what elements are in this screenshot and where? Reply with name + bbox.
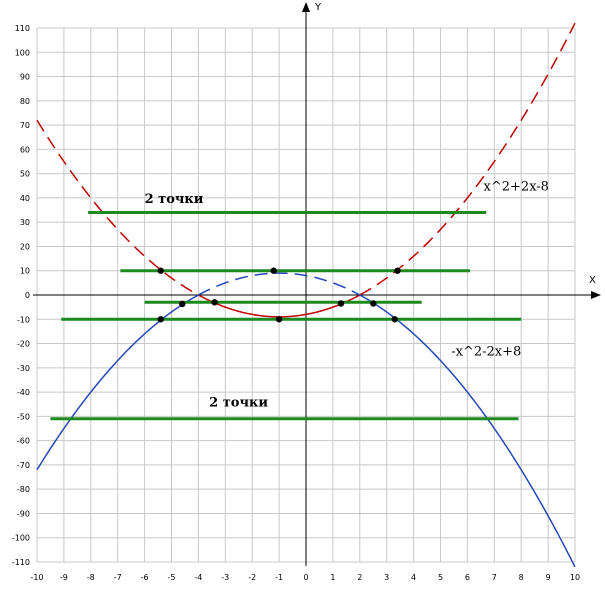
x-tick-label: 5 [438,573,443,582]
annotations: 2 точки x^2+2x-8 -x^2-2x+8 2 точки [145,180,549,411]
y-tick-label: 60 [20,145,30,154]
x-axis-arrow-icon [591,291,601,299]
y-tick-label: -10 [17,315,30,324]
y-tick-label: 20 [20,242,30,251]
intersection-point [370,300,377,307]
axes: X Y [33,2,601,566]
x-tick-label: -6 [141,573,149,582]
x-tick-label: 1 [330,573,335,582]
y-tick-label: 30 [20,218,30,227]
y-tick-label: 80 [20,97,30,106]
y-tick-label: 40 [20,194,30,203]
x-tick-label: 9 [546,573,551,582]
x-tick-label: -5 [168,573,176,582]
horizontal-lines [50,210,522,421]
tick-labels: 1101009080706050403020100-10-20-30-40-50… [12,24,580,582]
intersection-point [270,267,277,274]
x-tick-label: 10 [570,573,580,582]
y-tick-label: -50 [17,412,30,421]
x-tick-label: -7 [114,573,122,582]
x-tick-label: -2 [248,573,256,582]
x-tick-label: -3 [221,573,229,582]
x-tick-label: -10 [30,573,43,582]
y-tick-label: 90 [20,73,30,82]
blue-curve-solid-left [36,294,199,471]
y-tick-label: 100 [15,48,30,57]
intersection-point [179,300,186,308]
x-tick-label: -9 [60,573,68,582]
intersection-point [394,267,401,274]
intersection-point [211,299,218,306]
y-tick-label: -70 [17,461,30,470]
y-tick-label: -40 [17,388,30,397]
intersection-point [391,316,398,323]
annotation-top-two-points: 2 точки [145,192,204,207]
y-tick-label: 110 [15,24,30,33]
x-tick-label: -1 [275,573,283,582]
y-tick-label: -20 [17,340,30,349]
intersection-point [157,267,164,274]
y-tick-label: -30 [17,364,30,373]
annotation-blue-curve-label: -x^2-2x+8 [451,345,521,360]
y-tick-label: 0 [25,291,30,300]
y-tick-label: 10 [20,267,30,276]
y-tick-label: -100 [12,534,30,543]
blue-curve-dashed [198,272,361,296]
y-tick-label: -110 [12,558,30,567]
x-tick-label: -4 [194,573,202,582]
x-tick-label: 2 [357,573,362,582]
y-tick-label: -60 [17,437,30,446]
x-axis-label: X [589,275,596,286]
x-tick-label: 0 [303,573,308,582]
y-axis-arrow-icon [302,2,310,12]
x-tick-label: 7 [492,573,497,582]
y-axis-label: Y [314,2,322,13]
annotation-red-curve-label: x^2+2x-8 [484,180,549,195]
y-tick-label: -80 [17,485,30,494]
y-tick-label: 50 [20,170,30,179]
y-tick-label: -90 [17,509,30,518]
x-tick-label: 6 [465,573,470,582]
x-tick-label: 8 [519,573,524,582]
intersection-point [275,316,283,323]
annotation-bottom-two-points: 2 точки [209,396,268,411]
intersection-point [157,316,164,323]
x-tick-label: 4 [411,573,416,582]
x-tick-label: -8 [87,573,95,582]
intersection-points [157,267,401,323]
intersection-point [337,300,345,307]
x-tick-label: 3 [384,573,389,582]
y-tick-label: 70 [20,121,30,130]
red-curve-dashed-left [36,119,199,296]
